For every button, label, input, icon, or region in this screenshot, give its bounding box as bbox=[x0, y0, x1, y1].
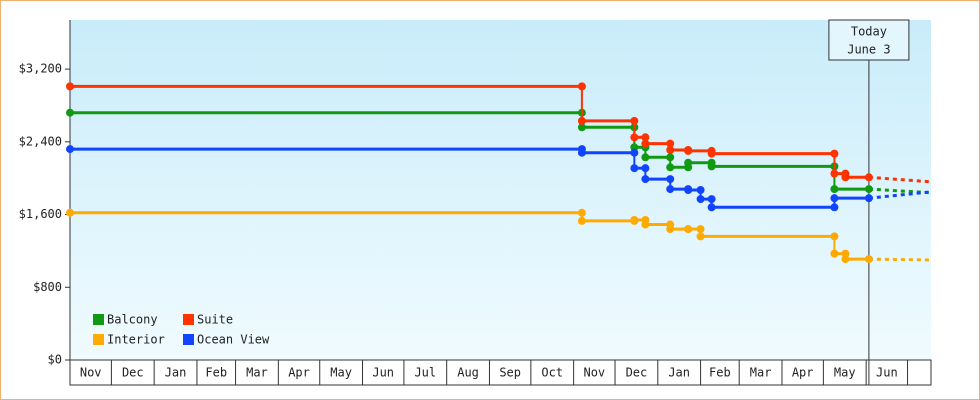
point bbox=[707, 162, 716, 171]
point bbox=[684, 158, 693, 167]
point bbox=[696, 186, 705, 194]
point bbox=[641, 139, 650, 148]
y-tick-label: $0 bbox=[48, 353, 62, 367]
point bbox=[577, 123, 586, 132]
point bbox=[666, 163, 675, 172]
point bbox=[696, 225, 705, 234]
x-tick-label: Jul bbox=[414, 366, 436, 380]
legend-label: Balcony bbox=[107, 313, 158, 327]
x-tick-label: Feb bbox=[205, 366, 227, 380]
point bbox=[666, 225, 675, 234]
point bbox=[707, 203, 716, 212]
point bbox=[666, 146, 675, 154]
point bbox=[630, 216, 639, 224]
y-tick-label: $1,600 bbox=[19, 207, 62, 221]
point bbox=[830, 249, 839, 258]
projection bbox=[868, 257, 932, 262]
point bbox=[577, 116, 586, 125]
point bbox=[830, 169, 839, 178]
point bbox=[641, 175, 650, 184]
x-tick-label: Oct bbox=[541, 366, 563, 380]
projection bbox=[868, 190, 932, 200]
y-tick-label: $2,400 bbox=[19, 134, 62, 148]
y-tick-label: $3,200 bbox=[19, 62, 62, 76]
point bbox=[66, 145, 74, 154]
point bbox=[66, 208, 74, 217]
x-tick-label: Nov bbox=[80, 366, 102, 380]
x-tick-label: Jun bbox=[876, 366, 898, 380]
x-tick-label: Apr bbox=[792, 366, 814, 380]
point bbox=[696, 195, 705, 204]
projection bbox=[868, 175, 932, 184]
legend-label: Suite bbox=[197, 313, 233, 327]
point bbox=[830, 232, 839, 241]
x-tick-label: May bbox=[834, 366, 856, 380]
legend-swatch bbox=[93, 334, 104, 345]
point bbox=[666, 139, 675, 148]
point bbox=[830, 194, 839, 203]
point bbox=[641, 164, 650, 173]
legend-swatch bbox=[93, 314, 104, 325]
x-tick-label: May bbox=[330, 366, 352, 380]
point bbox=[684, 225, 693, 234]
plot-area bbox=[70, 20, 931, 360]
point bbox=[641, 133, 650, 142]
legend-label: Ocean View bbox=[197, 333, 270, 347]
point bbox=[707, 195, 716, 204]
today-label: June 3 bbox=[847, 43, 890, 57]
x-tick-label: Jan bbox=[165, 366, 187, 380]
y-tick-label: $800 bbox=[33, 280, 62, 294]
point bbox=[707, 149, 716, 158]
point bbox=[830, 185, 839, 194]
x-tick-label: Nov bbox=[583, 366, 605, 380]
point bbox=[577, 216, 586, 225]
point bbox=[841, 255, 850, 264]
x-tick-label: Mar bbox=[246, 366, 268, 380]
point bbox=[841, 173, 850, 182]
point bbox=[666, 175, 675, 184]
point bbox=[577, 148, 586, 157]
today-box bbox=[828, 19, 910, 61]
point bbox=[684, 146, 693, 155]
point bbox=[684, 186, 693, 194]
x-tick-label: Feb bbox=[709, 366, 731, 380]
point bbox=[666, 185, 675, 194]
point bbox=[577, 208, 586, 217]
x-tick-label: Mar bbox=[750, 366, 772, 380]
x-tick-label: Apr bbox=[288, 366, 310, 380]
point bbox=[630, 116, 639, 125]
today-label: Today bbox=[851, 25, 887, 39]
legend-swatch bbox=[183, 314, 194, 325]
x-tick-label: Aug bbox=[457, 366, 479, 380]
point bbox=[66, 108, 74, 117]
x-tick-label: Jun bbox=[372, 366, 394, 380]
projection bbox=[868, 187, 932, 195]
point bbox=[630, 133, 639, 142]
point bbox=[830, 149, 839, 158]
point bbox=[577, 82, 586, 91]
legend-label: Interior bbox=[107, 333, 165, 347]
point bbox=[641, 153, 650, 162]
x-tick-label: Jan bbox=[668, 366, 690, 380]
point bbox=[66, 82, 74, 91]
x-tick-label: Sep bbox=[499, 366, 521, 380]
point bbox=[630, 148, 639, 157]
x-tick-label: Dec bbox=[626, 366, 648, 380]
point bbox=[641, 220, 650, 229]
point bbox=[666, 153, 675, 162]
x-tick-label: Dec bbox=[122, 366, 144, 380]
point bbox=[696, 232, 705, 241]
point bbox=[630, 164, 639, 173]
point bbox=[830, 203, 839, 212]
legend-swatch bbox=[183, 334, 194, 345]
